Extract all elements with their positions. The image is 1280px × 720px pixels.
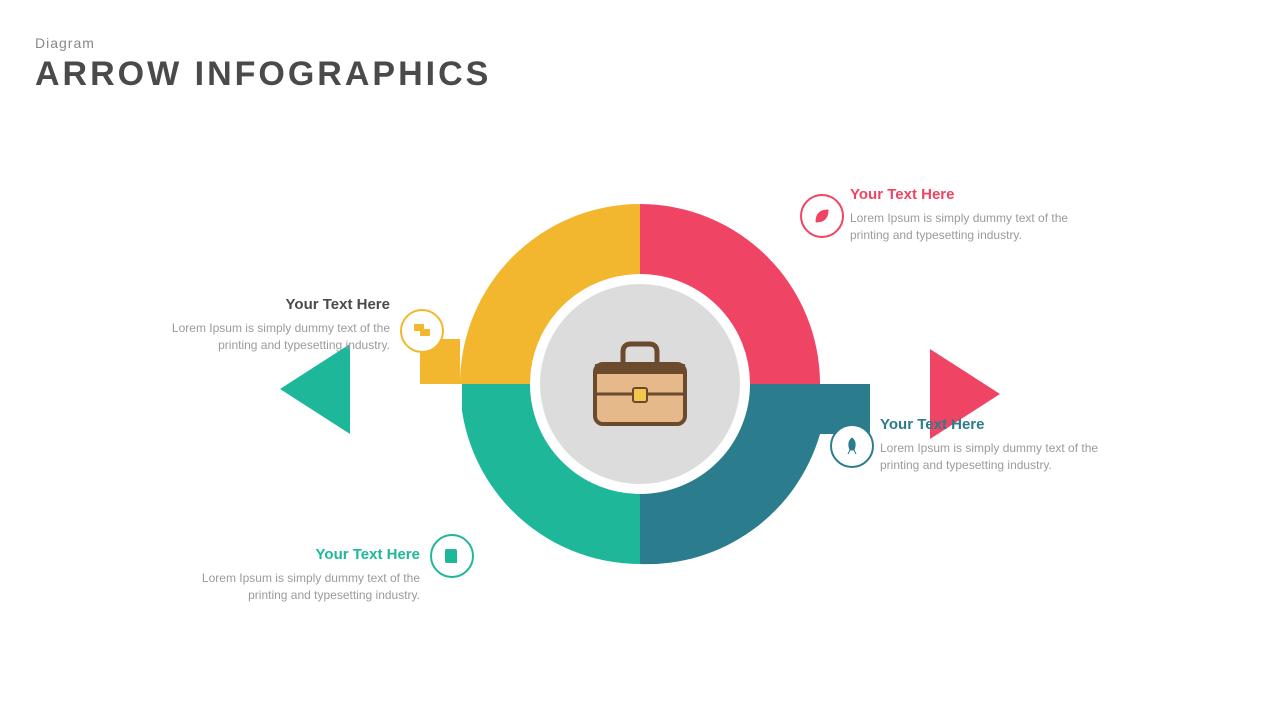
- callout-title: Your Text Here: [160, 544, 420, 566]
- callout-body: Lorem Ipsum is simply dummy text of the …: [160, 570, 420, 605]
- callout-body: Lorem Ipsum is simply dummy text of the …: [850, 210, 1110, 245]
- callout-title: Your Text Here: [880, 414, 1140, 436]
- callout-title: Your Text Here: [130, 294, 390, 316]
- callout-body: Lorem Ipsum is simply dummy text of the …: [880, 440, 1140, 475]
- header: Diagram ARROW INFOGRAPHICS: [35, 35, 491, 94]
- callout-bottom-left: Your Text Here Lorem Ipsum is simply dum…: [160, 544, 420, 605]
- rocket-icon-badge: [830, 424, 874, 468]
- callout-bottom-right: Your Text Here Lorem Ipsum is simply dum…: [880, 414, 1140, 475]
- callout-top-left: Your Text Here Lorem Ipsum is simply dum…: [130, 294, 390, 355]
- gap-right: [820, 339, 832, 384]
- callout-top-right: Your Text Here Lorem Ipsum is simply dum…: [850, 184, 1110, 245]
- book-icon: [442, 546, 462, 566]
- chat-icon-badge: [400, 309, 444, 353]
- rocket-icon: [842, 436, 862, 456]
- chat-icon: [412, 321, 432, 341]
- callout-body: Lorem Ipsum is simply dummy text of the …: [130, 320, 390, 355]
- arrow-infographic: Your Text Here Lorem Ipsum is simply dum…: [190, 144, 1090, 624]
- callout-title: Your Text Here: [850, 184, 1110, 206]
- subtitle: Diagram: [35, 35, 491, 51]
- page-title: ARROW INFOGRAPHICS: [35, 55, 491, 94]
- leaf-icon: [812, 206, 832, 226]
- leaf-icon-badge: [800, 194, 844, 238]
- gap-left: [450, 384, 462, 434]
- book-icon-badge: [430, 534, 474, 578]
- center-circle: [530, 274, 750, 494]
- briefcase-icon: [585, 334, 695, 434]
